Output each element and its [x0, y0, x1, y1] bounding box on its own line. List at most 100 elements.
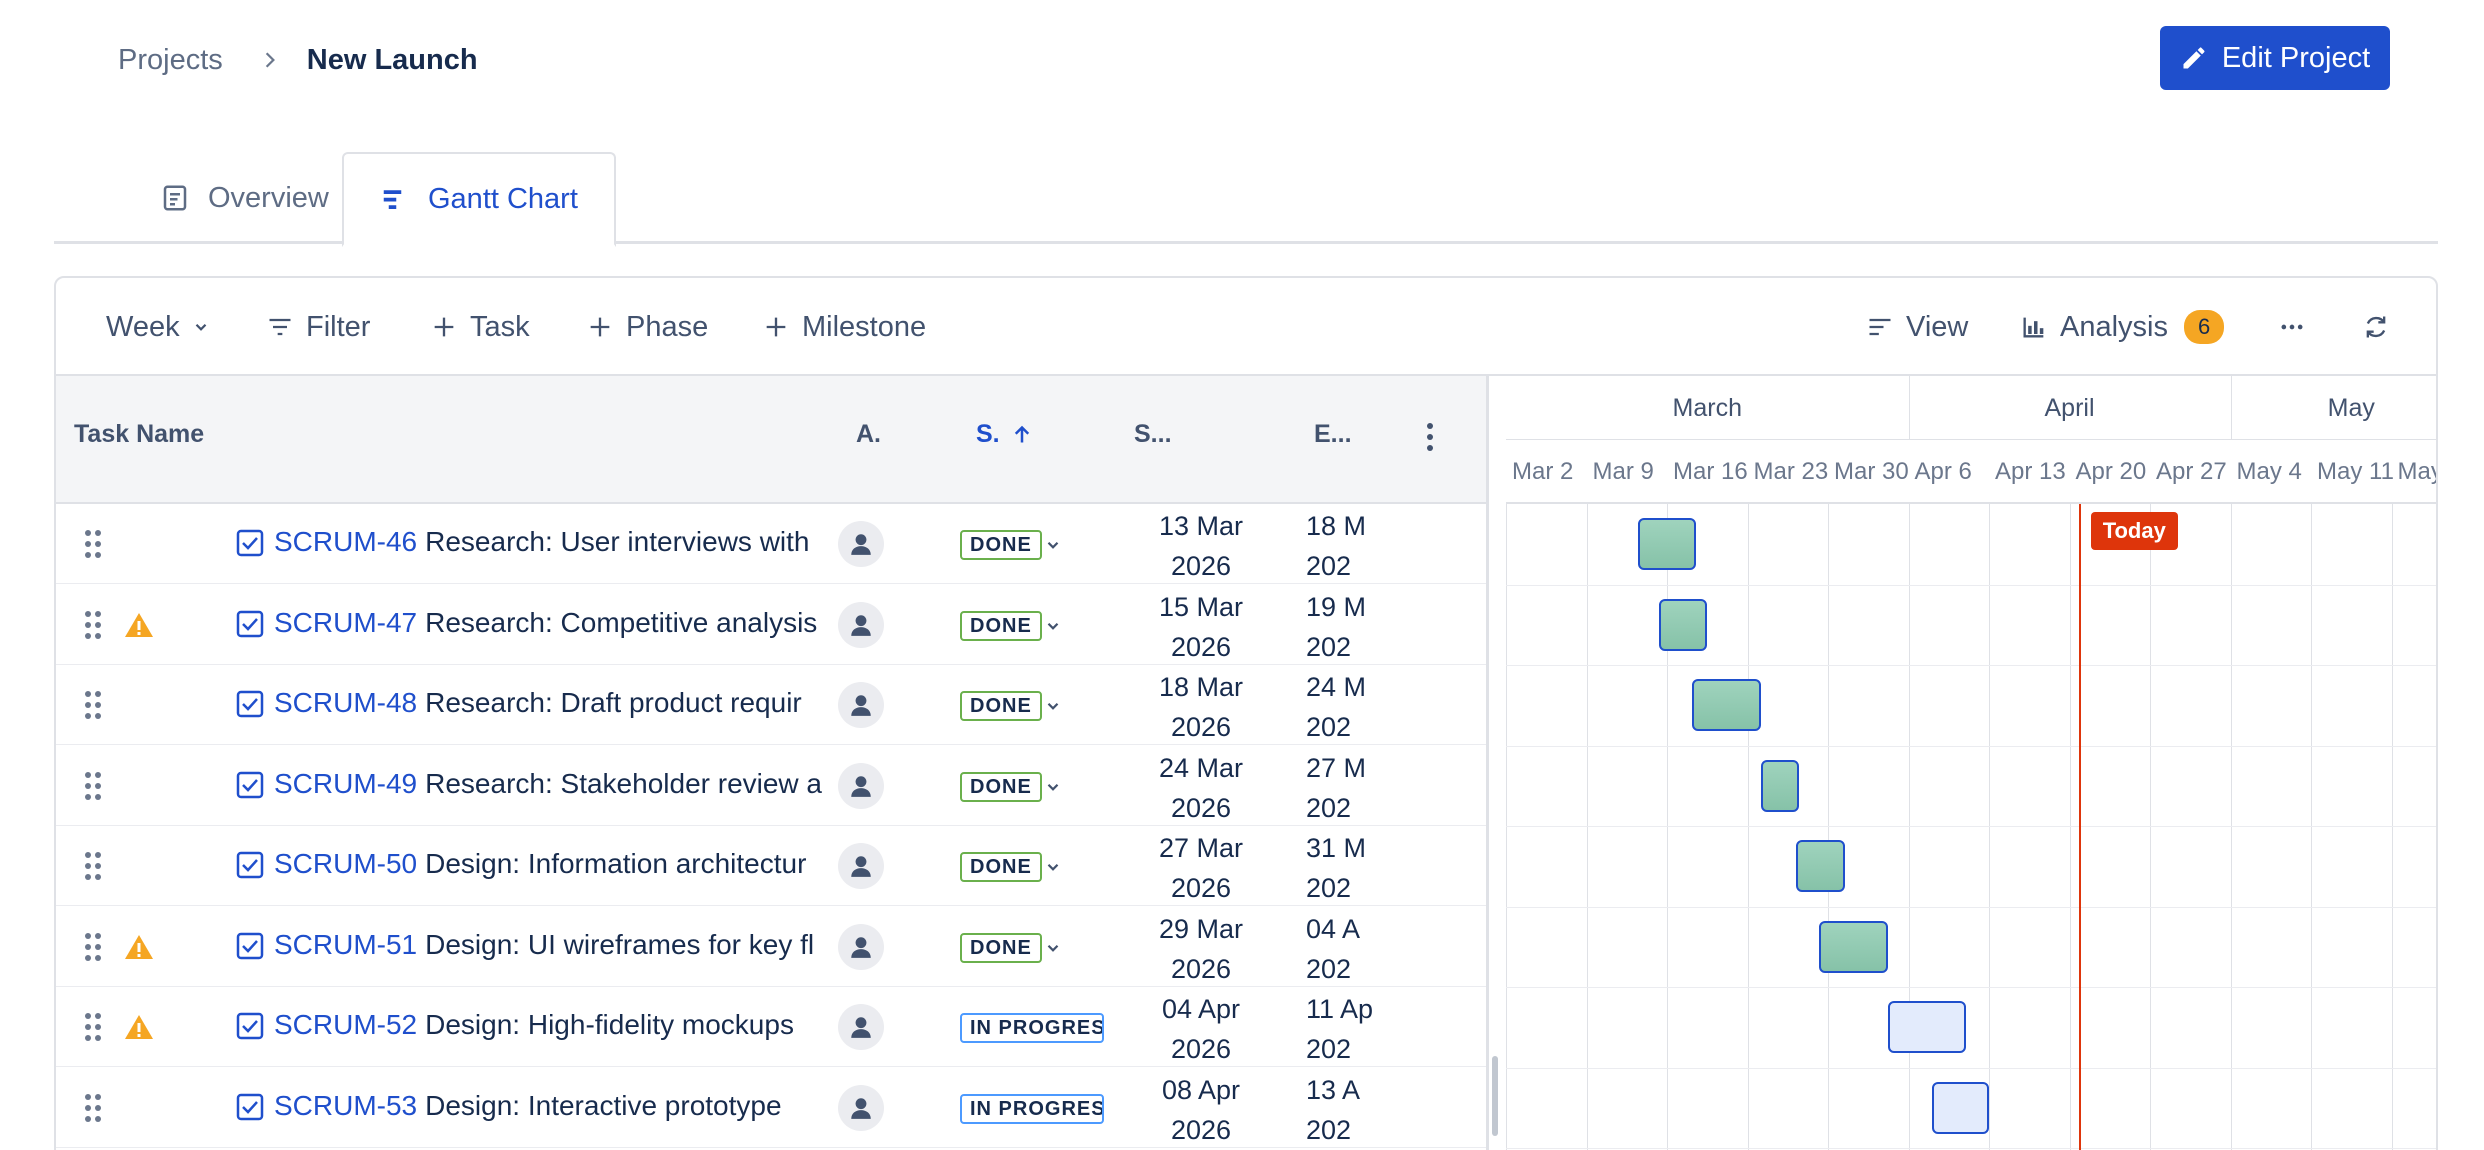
task-bar[interactable]: [1887, 1001, 1966, 1053]
end-date[interactable]: 11 Ap 202: [1306, 989, 1398, 1069]
task-bar[interactable]: [1795, 840, 1846, 892]
column-header-start-date[interactable]: S...: [1134, 420, 1172, 448]
task-key-link[interactable]: SCRUM-46: [274, 526, 418, 557]
drag-handle-icon[interactable]: [82, 1011, 104, 1043]
end-date[interactable]: 31 M 202: [1306, 828, 1398, 908]
table-row[interactable]: SCRUM-49 Research: Stakeholder review a D…: [56, 746, 1486, 826]
task-key-link[interactable]: SCRUM-51: [274, 928, 418, 960]
task-bar[interactable]: [1638, 518, 1696, 570]
refresh-button[interactable]: [2362, 278, 2390, 376]
table-row[interactable]: SCRUM-46 Research: User interviews with D…: [56, 504, 1486, 584]
task-key-link[interactable]: SCRUM-50: [274, 848, 418, 879]
assignee-avatar[interactable]: [838, 521, 884, 567]
column-header-end-date[interactable]: E...: [1314, 420, 1352, 448]
end-date[interactable]: 13 A 202: [1306, 1070, 1398, 1150]
status-badge[interactable]: DONE: [960, 691, 1042, 721]
table-row[interactable]: SCRUM-53 Design: Interactive prototype IN…: [56, 1068, 1486, 1148]
chevron-down-icon[interactable]: [1044, 697, 1062, 715]
table-row[interactable]: SCRUM-48 Research: Draft product requir D…: [56, 665, 1486, 745]
task-key-link[interactable]: SCRUM-49: [274, 767, 418, 799]
task-bar[interactable]: [1658, 598, 1708, 651]
task-key-link[interactable]: SCRUM-52: [274, 1009, 418, 1040]
assignee-avatar[interactable]: [838, 601, 884, 648]
end-date[interactable]: 18 M 202: [1306, 506, 1398, 586]
task-name[interactable]: SCRUM-50 Design: Information architectur: [274, 848, 878, 880]
chevron-down-icon[interactable]: [1044, 778, 1062, 796]
task-name[interactable]: SCRUM-49 Research: Stakeholder review a: [274, 768, 878, 800]
tab-overview[interactable]: Overview: [124, 152, 365, 244]
task-name[interactable]: SCRUM-47 Research: Competitive analysis: [274, 607, 878, 639]
task-bar[interactable]: [1931, 1081, 1989, 1134]
task-bar[interactable]: [1692, 679, 1762, 731]
drag-handle-icon[interactable]: [82, 850, 104, 882]
drag-handle-icon[interactable]: [82, 770, 104, 802]
chevron-down-icon[interactable]: [1044, 858, 1062, 876]
tab-gantt-chart[interactable]: Gantt Chart: [342, 152, 616, 247]
end-date[interactable]: 04 A 202: [1306, 909, 1398, 989]
status-badge[interactable]: DONE: [960, 610, 1042, 641]
task-name[interactable]: SCRUM-52 Design: High-fidelity mockups: [274, 1009, 878, 1041]
assignee-avatar[interactable]: [838, 762, 884, 809]
drag-handle-icon[interactable]: [82, 931, 104, 963]
more-options-button[interactable]: [2278, 278, 2306, 376]
task-name[interactable]: SCRUM-51 Design: UI wireframes for key fl: [274, 929, 878, 961]
filter-button[interactable]: Filter: [266, 278, 370, 376]
assignee-avatar[interactable]: [838, 1004, 884, 1050]
start-date[interactable]: 24 Mar 2026: [1126, 748, 1276, 828]
status-badge[interactable]: DONE: [960, 932, 1042, 963]
task-key-link[interactable]: SCRUM-53: [274, 1089, 418, 1121]
task-key-link[interactable]: SCRUM-48: [274, 687, 418, 718]
task-key-link[interactable]: SCRUM-47: [274, 606, 418, 638]
chevron-down-icon[interactable]: [1044, 939, 1062, 957]
breadcrumb-projects-link[interactable]: Projects: [118, 43, 223, 76]
start-date[interactable]: 29 Mar 2026: [1126, 909, 1276, 989]
task-bar[interactable]: [1761, 759, 1800, 812]
start-date[interactable]: 15 Mar 2026: [1126, 587, 1276, 667]
table-row[interactable]: SCRUM-50 Design: Information architectur …: [56, 826, 1486, 906]
end-date[interactable]: 19 M 202: [1306, 587, 1398, 667]
drag-handle-icon[interactable]: [82, 528, 104, 560]
task-name[interactable]: SCRUM-48 Research: Draft product requir: [274, 687, 878, 719]
drag-handle-icon[interactable]: [82, 1092, 104, 1124]
task-name[interactable]: SCRUM-46 Research: User interviews with: [274, 526, 878, 558]
drag-handle-icon[interactable]: [82, 609, 104, 641]
start-date[interactable]: 13 Mar 2026: [1126, 506, 1276, 586]
pencil-icon: [2183, 47, 2205, 69]
splitter-handle[interactable]: [1492, 1056, 1498, 1136]
task-bar[interactable]: [1818, 920, 1888, 973]
table-row[interactable]: SCRUM-47 Research: Competitive analysis D…: [56, 585, 1486, 665]
start-date[interactable]: 08 Apr 2026: [1126, 1070, 1276, 1150]
status-badge[interactable]: DONE: [960, 771, 1042, 802]
table-row[interactable]: SCRUM-51 Design: UI wireframes for key fl…: [56, 907, 1486, 987]
view-button[interactable]: View: [1866, 278, 1968, 376]
chevron-down-icon[interactable]: [1044, 536, 1062, 554]
chevron-down-icon[interactable]: [1044, 617, 1062, 635]
end-date[interactable]: 27 M 202: [1306, 748, 1398, 828]
end-date[interactable]: 24 M 202: [1306, 667, 1398, 747]
edit-project-button[interactable]: Edit Project: [2160, 26, 2390, 90]
start-date[interactable]: 18 Mar 2026: [1126, 667, 1276, 747]
task-name[interactable]: SCRUM-53 Design: Interactive prototype: [274, 1090, 878, 1122]
column-header-assignee[interactable]: A.: [856, 420, 881, 448]
status-badge[interactable]: IN PROGRESS: [960, 1013, 1104, 1043]
analysis-button[interactable]: Analysis 6: [2020, 278, 2225, 376]
column-header-status[interactable]: S.: [976, 420, 1032, 449]
table-row[interactable]: SCRUM-52 Design: High-fidelity mockups IN…: [56, 987, 1486, 1067]
start-date[interactable]: 04 Apr 2026: [1126, 989, 1276, 1069]
column-header-task-name[interactable]: Task Name: [74, 420, 205, 448]
add-task-button[interactable]: Task: [430, 278, 530, 376]
drag-handle-icon[interactable]: [82, 689, 104, 721]
assignee-avatar[interactable]: [838, 682, 884, 728]
add-phase-button[interactable]: Phase: [586, 278, 708, 376]
pane-splitter[interactable]: [1486, 376, 1500, 1150]
start-date[interactable]: 27 Mar 2026: [1126, 828, 1276, 908]
zoom-select[interactable]: Week: [106, 278, 210, 376]
add-milestone-button[interactable]: Milestone: [762, 278, 926, 376]
assignee-avatar[interactable]: [838, 1084, 884, 1131]
column-menu-icon[interactable]: [1426, 422, 1434, 452]
status-badge[interactable]: DONE: [960, 852, 1042, 882]
assignee-avatar[interactable]: [838, 923, 884, 970]
status-badge[interactable]: IN PROGRESS: [960, 1093, 1104, 1124]
assignee-avatar[interactable]: [838, 843, 884, 889]
status-badge[interactable]: DONE: [960, 530, 1042, 560]
